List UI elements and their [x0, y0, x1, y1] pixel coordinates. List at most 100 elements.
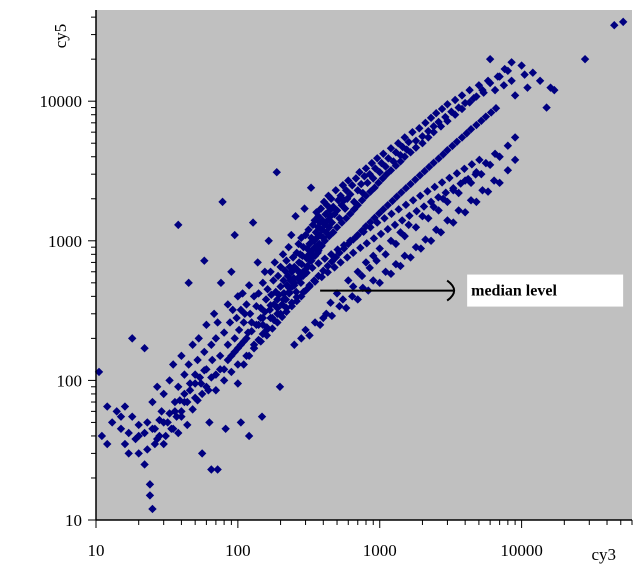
- data-point: [486, 108, 496, 117]
- data-point: [188, 340, 197, 349]
- data-point: [276, 309, 285, 318]
- data-point: [478, 186, 487, 195]
- annotation-label: median level: [471, 283, 557, 300]
- data-point: [387, 209, 396, 219]
- data-point: [269, 276, 278, 285]
- data-point: [254, 289, 263, 298]
- data-point: [610, 21, 619, 30]
- data-point: [400, 231, 409, 241]
- data-point: [398, 216, 407, 225]
- data-point: [310, 277, 320, 286]
- data-point: [475, 155, 484, 165]
- data-point: [159, 439, 168, 449]
- y-axis-title: cy5: [51, 24, 70, 49]
- data-point: [254, 335, 263, 345]
- data-point: [284, 283, 294, 293]
- data-point: [366, 187, 375, 196]
- data-point: [341, 214, 351, 223]
- data-point: [375, 244, 384, 253]
- data-point: [457, 133, 467, 142]
- data-point: [116, 412, 126, 421]
- data-point: [180, 389, 189, 399]
- data-point: [361, 191, 371, 201]
- data-point: [381, 162, 390, 171]
- data-point: [454, 206, 463, 215]
- data-point: [253, 258, 262, 267]
- data-point: [184, 278, 193, 288]
- x-tick-label: 100: [225, 541, 251, 560]
- data-point: [299, 287, 308, 297]
- data-points: [94, 17, 628, 514]
- data-point: [304, 225, 313, 234]
- data-point: [456, 179, 465, 188]
- data-point: [172, 412, 181, 421]
- data-point: [408, 196, 418, 205]
- data-point: [454, 188, 463, 198]
- data-point: [327, 218, 337, 227]
- data-point: [323, 261, 332, 271]
- data-point: [400, 152, 409, 161]
- data-point: [375, 278, 384, 288]
- data-point: [200, 347, 209, 357]
- x-axis-title: cy3: [591, 545, 616, 564]
- data-point: [336, 258, 345, 267]
- data-point: [195, 373, 205, 382]
- data-point: [369, 174, 378, 183]
- data-point: [438, 150, 448, 159]
- data-point: [279, 295, 288, 304]
- data-point: [230, 347, 239, 357]
- data-point: [379, 205, 388, 214]
- data-point: [460, 98, 470, 108]
- data-point: [150, 439, 160, 449]
- data-point: [375, 167, 384, 177]
- data-point: [236, 418, 246, 427]
- data-point: [152, 382, 162, 391]
- data-point: [269, 315, 279, 325]
- data-point: [232, 313, 241, 323]
- data-point: [485, 78, 495, 88]
- data-point: [352, 231, 362, 241]
- data-point: [266, 301, 275, 310]
- data-point: [437, 178, 447, 187]
- data-point: [215, 351, 225, 361]
- data-point: [391, 239, 401, 249]
- data-point: [324, 223, 334, 232]
- data-point: [510, 133, 520, 142]
- data-point: [580, 54, 590, 64]
- data-point: [366, 217, 375, 227]
- data-point: [443, 100, 452, 109]
- data-point: [348, 282, 358, 291]
- data-point: [424, 133, 433, 142]
- data-point: [460, 176, 470, 185]
- data-point: [333, 245, 342, 254]
- data-point: [517, 61, 526, 70]
- data-point: [194, 334, 203, 343]
- data-point: [528, 68, 538, 77]
- data-point: [291, 212, 300, 221]
- data-point: [535, 76, 545, 85]
- data-point: [493, 72, 503, 81]
- data-point: [204, 386, 213, 395]
- data-point: [326, 298, 335, 307]
- data-point: [258, 329, 268, 339]
- data-point: [418, 132, 427, 141]
- data-point: [357, 271, 367, 281]
- data-point: [363, 178, 372, 188]
- data-point: [346, 209, 355, 219]
- data-point: [188, 405, 197, 414]
- plot-area: [96, 10, 632, 520]
- data-point: [550, 85, 559, 95]
- data-point: [131, 434, 140, 444]
- data-point: [404, 137, 413, 147]
- data-point: [268, 324, 277, 333]
- data-point: [208, 355, 217, 365]
- data-point: [213, 318, 222, 327]
- data-point: [397, 188, 406, 197]
- data-point: [510, 91, 520, 100]
- data-point: [481, 112, 491, 121]
- data-point: [348, 292, 357, 301]
- data-point: [310, 251, 320, 261]
- data-point: [426, 113, 436, 123]
- data-point: [411, 143, 421, 152]
- data-point: [424, 162, 434, 172]
